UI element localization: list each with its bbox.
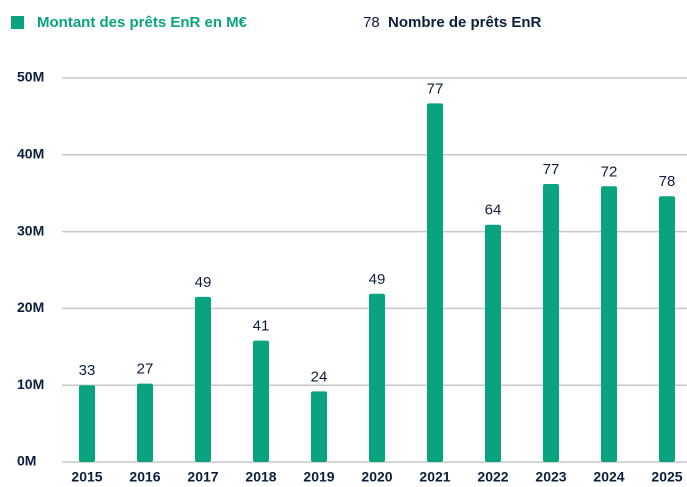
bar bbox=[427, 103, 443, 463]
bar bbox=[195, 296, 211, 462]
x-tick-label: 2019 bbox=[303, 469, 334, 485]
data-label: 64 bbox=[485, 202, 502, 219]
legend-label: Nombre de prêts EnR bbox=[388, 14, 542, 31]
bar bbox=[311, 391, 327, 462]
y-tick-label: 40M bbox=[17, 146, 44, 162]
bar bbox=[137, 383, 153, 462]
data-label: 33 bbox=[79, 362, 96, 379]
data-label: 72 bbox=[601, 163, 618, 180]
y-tick-label: 30M bbox=[17, 222, 44, 238]
data-label: 77 bbox=[427, 80, 444, 97]
bar bbox=[543, 183, 559, 462]
legend-sample: 78 bbox=[363, 14, 380, 31]
bar bbox=[369, 293, 385, 462]
y-tick-label: 10M bbox=[17, 376, 44, 392]
data-label: 77 bbox=[543, 161, 560, 178]
data-label: 49 bbox=[195, 274, 212, 291]
x-tick-label: 2017 bbox=[187, 469, 218, 485]
x-tick-label: 2015 bbox=[71, 469, 102, 485]
bar bbox=[79, 385, 95, 462]
legend-label: Montant des prêts EnR en M€ bbox=[37, 14, 248, 31]
legend-swatch bbox=[11, 16, 24, 29]
x-tick-label: 2024 bbox=[593, 469, 624, 485]
y-tick-label: 0M bbox=[17, 453, 36, 469]
data-label: 24 bbox=[311, 368, 328, 385]
data-label: 27 bbox=[137, 361, 154, 378]
x-tick-label: 2023 bbox=[535, 469, 566, 485]
x-tick-label: 2025 bbox=[651, 469, 682, 485]
x-tick-label: 2018 bbox=[245, 469, 276, 485]
x-tick-label: 2020 bbox=[361, 469, 392, 485]
x-tick-label: 2022 bbox=[477, 469, 508, 485]
data-label: 78 bbox=[659, 173, 676, 190]
bar bbox=[485, 224, 501, 462]
data-label: 49 bbox=[369, 271, 386, 288]
x-tick-label: 2021 bbox=[419, 469, 450, 485]
bar bbox=[253, 340, 269, 462]
bar bbox=[601, 186, 617, 462]
data-label: 41 bbox=[253, 318, 270, 335]
x-tick-label: 2016 bbox=[129, 469, 160, 485]
y-tick-label: 50M bbox=[17, 69, 44, 85]
y-tick-label: 20M bbox=[17, 299, 44, 315]
bar bbox=[659, 196, 675, 462]
